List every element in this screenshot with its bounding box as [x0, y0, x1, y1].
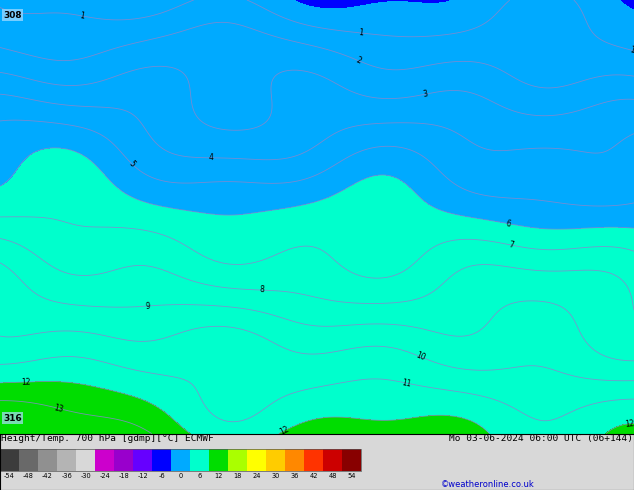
Text: -18: -18: [119, 472, 129, 479]
Bar: [209, 449, 228, 471]
Bar: [247, 449, 266, 471]
Text: -36: -36: [61, 472, 72, 479]
Bar: [38, 449, 57, 471]
Text: 13: 13: [53, 403, 65, 414]
Text: -48: -48: [23, 472, 34, 479]
Bar: [19, 449, 38, 471]
Text: 54: 54: [347, 472, 356, 479]
Text: 12: 12: [278, 425, 290, 437]
Bar: [0, 449, 19, 471]
Text: 48: 48: [328, 472, 337, 479]
Bar: [266, 449, 285, 471]
Text: 12: 12: [20, 377, 30, 387]
Bar: [152, 449, 171, 471]
Bar: [95, 449, 114, 471]
Bar: [76, 449, 95, 471]
Bar: [57, 449, 76, 471]
Text: 316: 316: [3, 414, 22, 423]
Bar: [342, 449, 361, 471]
Text: 8: 8: [259, 286, 264, 294]
Text: 30: 30: [271, 472, 280, 479]
Bar: [304, 449, 323, 471]
Text: -12: -12: [138, 472, 148, 479]
Text: 12: 12: [214, 472, 223, 479]
Text: 3: 3: [422, 89, 428, 99]
Text: 6: 6: [198, 472, 202, 479]
Text: 0: 0: [179, 472, 183, 479]
Text: 12: 12: [624, 419, 634, 429]
Text: 42: 42: [309, 472, 318, 479]
Text: 18: 18: [233, 472, 242, 479]
Text: 36: 36: [290, 472, 299, 479]
Text: Mo 03-06-2024 06:00 UTC (06+144): Mo 03-06-2024 06:00 UTC (06+144): [449, 434, 633, 443]
Text: Height/Temp. 700 hPa [gdmp][°C] ECMWF: Height/Temp. 700 hPa [gdmp][°C] ECMWF: [1, 434, 214, 443]
Text: -6: -6: [158, 472, 165, 479]
Text: 6: 6: [505, 219, 512, 228]
Text: 7: 7: [508, 240, 515, 250]
Text: 1: 1: [358, 28, 363, 38]
Text: 308: 308: [3, 11, 22, 20]
Text: 4: 4: [209, 153, 214, 162]
Text: -42: -42: [42, 472, 53, 479]
Bar: [285, 449, 304, 471]
Text: 1: 1: [629, 46, 634, 55]
Text: 5: 5: [127, 159, 137, 169]
Bar: [133, 449, 152, 471]
Bar: [228, 449, 247, 471]
Text: -24: -24: [99, 472, 110, 479]
Text: -54: -54: [4, 472, 15, 479]
Text: 10: 10: [415, 351, 427, 363]
Text: 2: 2: [355, 56, 363, 66]
Text: 1: 1: [79, 11, 86, 21]
Text: 11: 11: [401, 378, 412, 389]
Text: 24: 24: [252, 472, 261, 479]
Bar: [323, 449, 342, 471]
Text: 9: 9: [145, 301, 150, 311]
Text: ©weatheronline.co.uk: ©weatheronline.co.uk: [441, 480, 535, 489]
Bar: [0, 449, 361, 471]
Bar: [190, 449, 209, 471]
Bar: [114, 449, 133, 471]
Bar: [171, 449, 190, 471]
Text: -30: -30: [81, 472, 91, 479]
